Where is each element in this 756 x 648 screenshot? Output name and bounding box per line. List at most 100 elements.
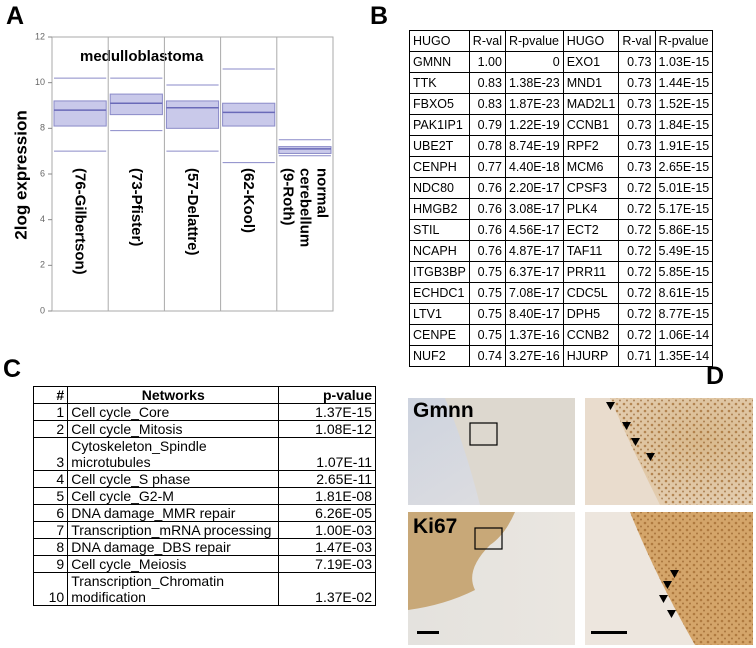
cell: 1.81E-08 [278,487,376,505]
x-tick-label: (57-Delattre) [184,168,201,256]
cell: ECHDC1 [409,282,470,304]
cell: 5.85E-15 [654,261,714,283]
ki67-low: Ki67 [408,512,575,645]
image-label: Gmnn [413,399,474,422]
cell: 8 [32,538,69,556]
cell: 0.73 [618,135,656,157]
cell: 0.72 [618,198,656,220]
cell: 0.76 [468,240,506,262]
cell: NCAPH [409,240,470,262]
cell: 1.07E-11 [278,437,376,471]
cell: 0.75 [468,324,506,346]
row: FBXO5 0.83 1.87E-23 MAD2L1 0.73 1.52E-15 [409,93,714,115]
box [278,146,332,154]
cell: 5.49E-15 [654,240,714,262]
cell: 2 [32,420,69,438]
cell: Cell cycle_Core [67,403,280,421]
cell: 4.56E-17 [504,219,564,241]
cell: Cell cycle_Mitosis [67,420,280,438]
cell: PRR11 [562,261,620,283]
cell: Transcription_mRNA processing [67,521,280,539]
gene-table: HUGO R-val R-pvalue HUGO R-val R-pvalue GMNN 1.… [409,30,714,367]
cell: 5.17E-15 [654,198,714,220]
y-tick-label: 2 [40,260,45,270]
x-tick-label: normal cerebellum (9-Roth) [279,168,331,248]
cell: DNA damage_MMR repair [67,504,280,522]
cell: CDC5L [562,282,620,304]
cell: 8.74E-19 [504,135,564,157]
box [109,93,163,116]
cell: 2.65E-15 [654,156,714,178]
cell: 0.75 [468,261,506,283]
cell: 0.72 [618,177,656,199]
y-tick-label: 6 [40,168,45,178]
cell: 1.00E-03 [278,521,376,539]
cell: ITGB3BP [409,261,470,283]
cell: ECT2 [562,219,620,241]
row: NDC80 0.76 2.20E-17 CPSF3 0.72 5.01E-15 [409,177,714,199]
row: CENPH 0.77 4.40E-18 MCM6 0.73 2.65E-15 [409,156,714,178]
cell: 6.26E-05 [278,504,376,522]
cell: R-val [468,30,506,52]
cell: 0.72 [618,240,656,262]
cell: 0.72 [618,324,656,346]
network-table: # Networks p-value 1 Cell cycle_Core 1.37E-15… [32,386,376,606]
cell: HUGO [562,30,620,52]
cell: 1.52E-15 [654,93,714,115]
cell: 7.08E-17 [504,282,564,304]
cell: 1.22E-19 [504,114,564,136]
ki67-high [585,512,753,645]
cell: 1.35E-14 [654,345,714,367]
cell: 5.86E-15 [654,219,714,241]
row: CENPE 0.75 1.37E-16 CCNB2 0.72 1.06E-14 [409,324,714,346]
cell: STIL [409,219,470,241]
cell: PLK4 [562,198,620,220]
cell: 5.01E-15 [654,177,714,199]
y-tick-label: 10 [35,77,45,87]
cell: 3 [32,437,69,471]
x-tick-label: (73-Pfister) [127,168,145,247]
cell: CENPH [409,156,470,178]
cell: 0.73 [618,51,656,73]
cell: 6.37E-17 [504,261,564,283]
box [53,100,107,127]
row: 3 Cytoskeleton_Spindle microtubules 1.07E-… [32,437,376,471]
cell: PAK1IP1 [409,114,470,136]
cell: CENPE [409,324,470,346]
x-tick-label: (62-Kool) [240,168,258,233]
row: TTK 0.83 1.38E-23 MND1 0.73 1.44E-15 [409,72,714,94]
cell: 3.08E-17 [504,198,564,220]
cell: 0.76 [468,177,506,199]
cell: CCNB2 [562,324,620,346]
cell: 1 [32,403,69,421]
cell: 7 [32,521,69,539]
box [222,102,276,127]
cell: 6 [32,504,69,522]
cell: 2.65E-11 [278,470,376,488]
row: 6 DNA damage_MMR repair 6.26E-05 [32,504,376,522]
row: NCAPH 0.76 4.87E-17 TAF11 0.72 5.49E-15 [409,240,714,262]
row: 1 Cell cycle_Core 1.37E-15 [32,403,376,421]
cell: 0.72 [618,282,656,304]
row: ECHDC1 0.75 7.08E-17 CDC5L 0.72 8.61E-15 [409,282,714,304]
cell: 1.84E-15 [654,114,714,136]
cell: 1.06E-14 [654,324,714,346]
cell: MCM6 [562,156,620,178]
cell: # [32,386,69,404]
cell: 8.77E-15 [654,303,714,325]
row: UBE2T 0.78 8.74E-19 RPF2 0.73 1.91E-15 [409,135,714,157]
panel-label: D [706,362,725,390]
cell: 0.83 [468,93,506,115]
cell: 1.08E-12 [278,420,376,438]
cell: 0.73 [618,72,656,94]
y-tick-label: 8 [40,123,45,133]
annotation: medulloblastoma [80,48,204,65]
cell: 4.87E-17 [504,240,564,262]
cell: 0.76 [468,219,506,241]
cell: LTV1 [409,303,470,325]
cell: MAD2L1 [562,93,620,115]
cell: 0 [504,51,564,73]
cell: DPH5 [562,303,620,325]
cell: CCNB1 [562,114,620,136]
